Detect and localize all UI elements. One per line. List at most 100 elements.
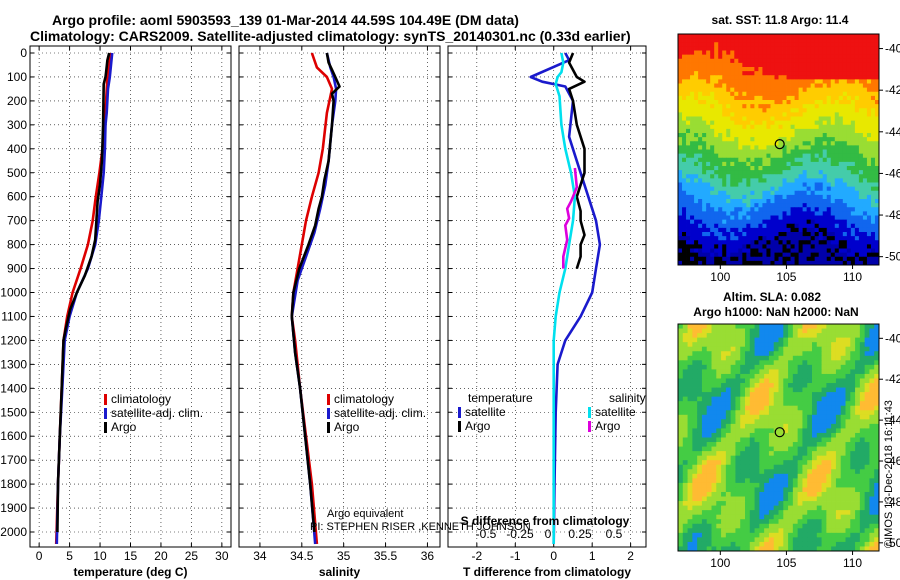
sst-lon-tick-label: 110 xyxy=(843,270,862,284)
s-tick-label: 0.5 xyxy=(606,527,623,541)
salinity-legend-swatch xyxy=(327,408,330,419)
x-tick-label: 34.5 xyxy=(290,549,314,563)
x-tick-label: 10 xyxy=(93,549,107,563)
x-tick-label: 34 xyxy=(253,549,267,563)
y-tick-label: 1900 xyxy=(0,501,27,515)
sst-lat-tick-label: -46 xyxy=(885,166,900,180)
x-axis-label: temperature (deg C) xyxy=(73,565,187,579)
y-tick-label: 500 xyxy=(7,166,27,180)
y-tick-label: 700 xyxy=(7,214,27,228)
sst-lat-tick-label: -40 xyxy=(885,42,900,56)
salinity-legend-swatch xyxy=(327,394,330,405)
diff-temperature-legend-label: satellite xyxy=(465,405,506,419)
sst-lat-tick-label: -44 xyxy=(885,125,900,139)
x-axis-label: T difference from climatology xyxy=(463,565,631,579)
sla-map xyxy=(678,324,880,552)
y-tick-label: 300 xyxy=(7,118,27,132)
sst-lat-tick-label: -50 xyxy=(885,250,900,264)
x-tick-label: -1 xyxy=(510,549,521,563)
panel-frame xyxy=(238,45,441,548)
sla-lat-tick-label: -40 xyxy=(885,331,900,345)
series-line-s-satellite xyxy=(552,52,577,544)
sla-map-title-2: Argo h1000: NaN h2000: NaN xyxy=(693,305,858,319)
x-tick-label: 30 xyxy=(215,549,229,563)
y-tick-label: 400 xyxy=(7,142,27,156)
series-line-t-satellite xyxy=(529,52,602,545)
x-tick-label: -2 xyxy=(471,549,482,563)
chart-title-line2: Climatology: CARS2009. Satellite-adjuste… xyxy=(30,28,631,44)
diff-salinity-legend-label: Argo xyxy=(595,419,621,433)
y-tick-label: 1500 xyxy=(0,405,27,419)
x-tick-label: 35.5 xyxy=(374,549,398,563)
panel-frame xyxy=(29,45,232,548)
x-tick-label: 36 xyxy=(421,549,435,563)
series-line-satellite-adj--clim- xyxy=(290,52,338,545)
x-tick-label: 2 xyxy=(627,549,634,563)
y-tick-label: 1100 xyxy=(1,309,27,323)
y-tick-label: 900 xyxy=(7,262,27,276)
series-line-s-argo xyxy=(562,167,579,269)
temperature-legend-swatch xyxy=(104,422,107,433)
sst-map-frame xyxy=(677,33,880,266)
y-tick-label: 1300 xyxy=(0,357,27,371)
series-line-argo xyxy=(290,52,341,533)
diff-temperature-legend-swatch xyxy=(458,407,461,418)
sla-lat-tick-label: -46 xyxy=(885,454,900,468)
temperature-legend-swatch xyxy=(104,408,107,419)
sst-lat-tick-label: -48 xyxy=(885,208,900,222)
x-axis-label-top: S difference from climatology xyxy=(461,514,630,528)
diff-salinity-legend-label: satellite xyxy=(595,405,636,419)
sla-lat-tick-label: -42 xyxy=(885,372,900,386)
x-tick-label: 35 xyxy=(337,549,351,563)
panel-frame xyxy=(447,45,647,548)
series-line-argo xyxy=(56,52,111,533)
diff-temperature-legend-swatch xyxy=(458,421,461,432)
diff-legend-title-temperature: temperature xyxy=(468,391,533,405)
pi-label: PI: STEPHEN RISER ,KENNETH JOHNSON xyxy=(310,521,531,533)
x-tick-label: 1 xyxy=(589,549,596,563)
y-tick-label: 100 xyxy=(7,70,27,84)
salinity-legend-label: climatology xyxy=(334,392,394,406)
temperature-legend-label: Argo xyxy=(111,420,137,434)
sst-lat-tick-label: -42 xyxy=(885,83,900,97)
sla-lat-tick-label: -44 xyxy=(885,413,900,427)
sla-lon-tick-label: 105 xyxy=(776,556,796,570)
imos-credit: ©IMOS 13-Dec-2018 16:11:43 xyxy=(883,400,895,548)
sla-lat-tick-label: -50 xyxy=(885,536,900,550)
x-tick-label: 15 xyxy=(124,549,138,563)
diff-temperature-legend-label: Argo xyxy=(465,419,491,433)
x-axis-label: salinity xyxy=(319,565,361,579)
y-tick-label: 1700 xyxy=(0,453,27,467)
y-tick-label: 1600 xyxy=(0,429,27,443)
temperature-legend-label: satellite-adj. clim. xyxy=(111,406,203,420)
y-tick-label: 2000 xyxy=(0,525,27,539)
s-tick-label: -0.5 xyxy=(476,527,497,541)
sst-lon-tick-label: 105 xyxy=(776,270,796,284)
x-tick-label: 25 xyxy=(185,549,199,563)
sst-argo-position-marker xyxy=(774,138,785,150)
sla-map-frame xyxy=(677,323,880,552)
x-tick-label: 0 xyxy=(550,549,557,563)
diff-legend-title-salinity: salinity xyxy=(609,391,646,405)
s-tick-label: 0 xyxy=(545,527,552,541)
salinity-legend-label: Argo xyxy=(334,420,360,434)
temperature-legend-label: climatology xyxy=(111,392,171,406)
s-tick-label: -0.25 xyxy=(506,527,534,541)
y-tick-label: 200 xyxy=(7,94,27,108)
x-tick-label: 5 xyxy=(66,549,73,563)
salinity-legend-swatch xyxy=(327,422,330,433)
s-tick-label: 0.25 xyxy=(568,527,592,541)
y-tick-label: 1400 xyxy=(0,381,27,395)
series-line-t-argo xyxy=(567,52,586,269)
y-tick-label: 1200 xyxy=(0,333,27,347)
diff-salinity-legend-swatch xyxy=(588,421,591,432)
y-tick-label: 800 xyxy=(7,238,27,252)
sla-lat-tick-label: -48 xyxy=(885,495,900,509)
salinity-legend-label: satellite-adj. clim. xyxy=(334,406,426,420)
argo-equivalent-label: Argo equivalent xyxy=(327,508,403,520)
x-tick-label: 20 xyxy=(154,549,168,563)
sla-argo-position-marker xyxy=(774,427,785,438)
diff-salinity-legend-swatch xyxy=(588,407,591,418)
sst-map xyxy=(678,34,880,266)
